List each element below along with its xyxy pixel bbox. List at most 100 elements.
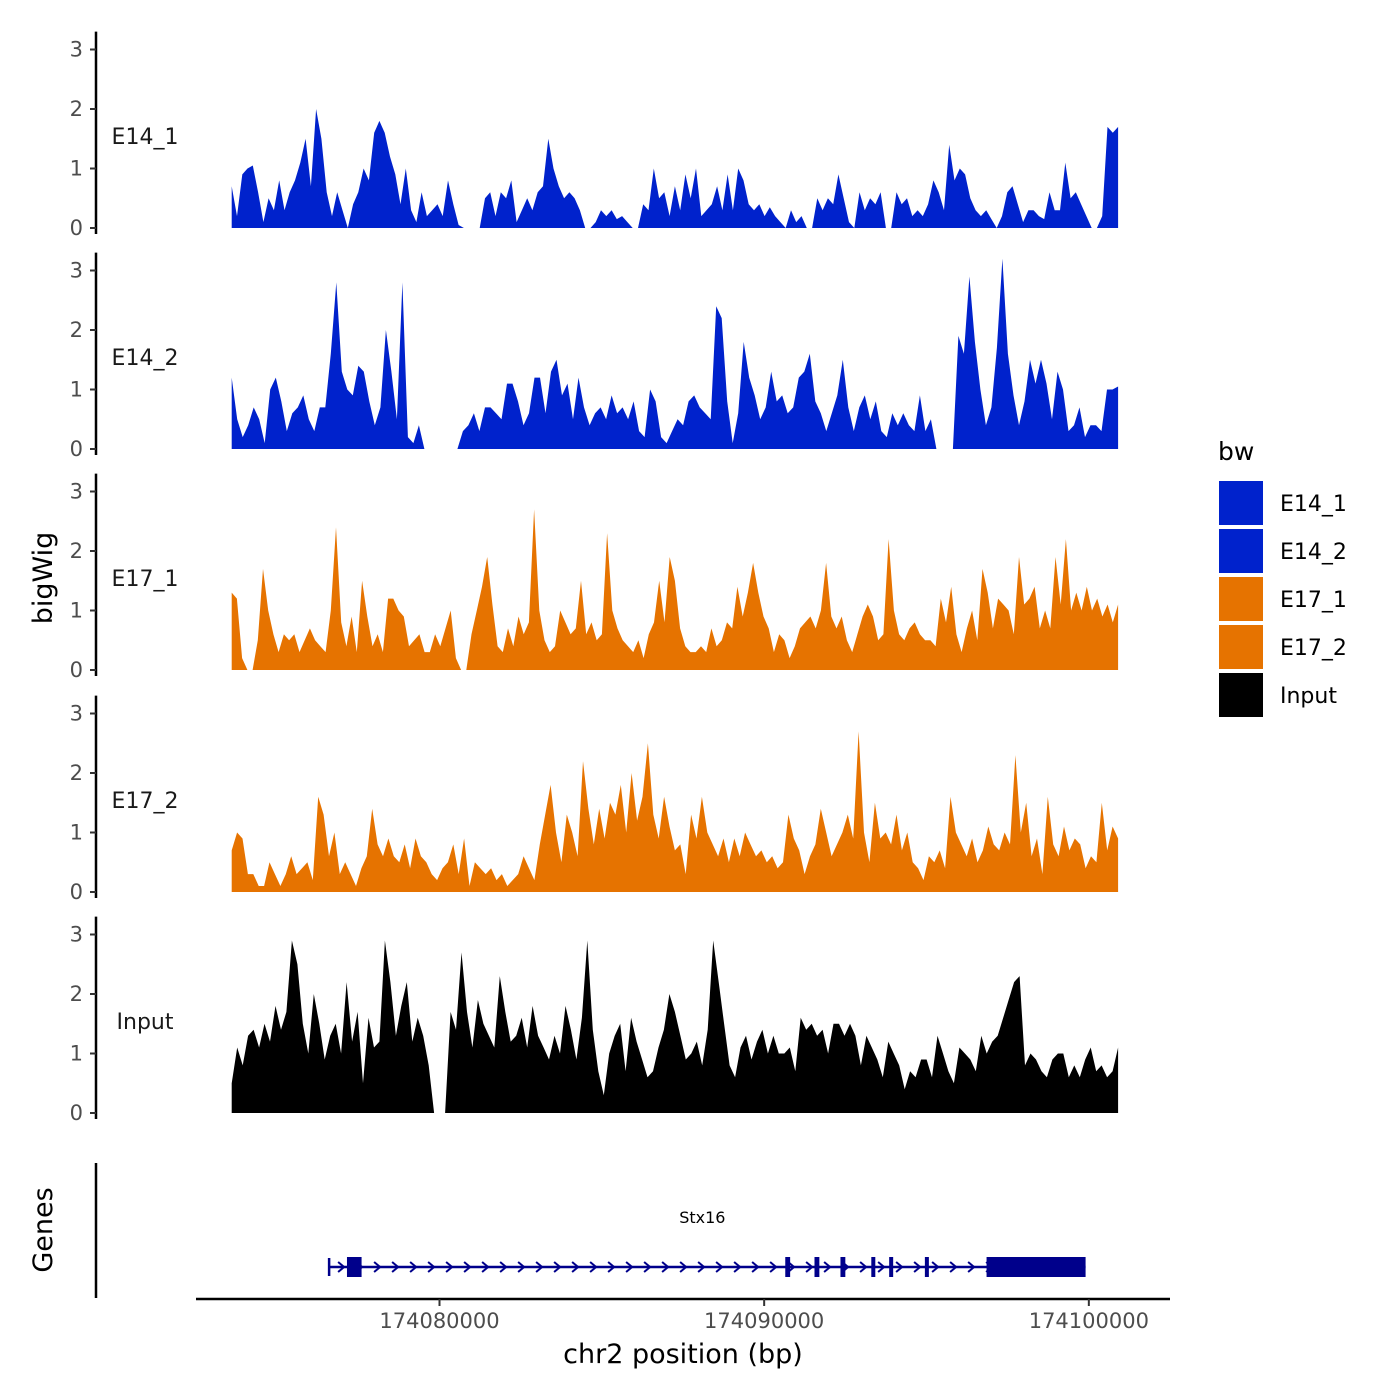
y-tick-label: 2 [70, 982, 83, 1006]
legend-item: E14_2 [1217, 527, 1347, 575]
gene-exon [889, 1257, 894, 1277]
y-tick-label: 2 [70, 97, 83, 121]
strand-arrow [625, 1261, 634, 1273]
y-tick-label: 3 [70, 480, 83, 504]
track-e14-2: 0 1 2 3 E14_2 [70, 252, 1119, 461]
legend: E14_1 E14_2 E17_1 E17_2 Input [1217, 479, 1347, 719]
strand-arrow [859, 1261, 868, 1273]
strand-arrow [823, 1261, 832, 1273]
strand-arrow [733, 1261, 742, 1273]
y-axis-title: bigWig [28, 532, 59, 625]
track-label: E14_2 [112, 346, 179, 371]
x-axis-ticks: 174080000 174090000 174100000 [379, 1299, 1149, 1333]
strand-arrow [427, 1261, 436, 1273]
strand-arrow [337, 1261, 346, 1273]
legend-label: Input [1280, 684, 1337, 709]
gene-exon [346, 1257, 362, 1277]
strand-arrow [661, 1261, 670, 1273]
track-e17-2: 0 1 2 3 E17_2 [70, 695, 1119, 904]
legend-swatch [1217, 671, 1265, 719]
y-tick-label: 0 [70, 437, 83, 461]
strand-arrow [643, 1261, 652, 1273]
y-tick-label: 1 [70, 821, 83, 845]
strand-arrow [481, 1261, 490, 1273]
legend-label: E14_2 [1280, 540, 1347, 565]
strand-arrow [805, 1261, 814, 1273]
track-label: Input [117, 1010, 174, 1035]
legend-item: E14_1 [1217, 479, 1347, 527]
x-axis-title: chr2 position (bp) [563, 1339, 803, 1370]
track-e14-1: 0 1 2 3 E14_1 [70, 31, 1119, 240]
gene-exon [924, 1257, 929, 1277]
track-label: E14_1 [112, 125, 179, 150]
legend-swatch [1217, 575, 1265, 623]
strand-arrow [517, 1261, 526, 1273]
y-tick-label: 0 [70, 1101, 83, 1125]
gene-exon [840, 1257, 846, 1277]
y-tick-label: 2 [70, 539, 83, 563]
legend-title: bw [1218, 437, 1254, 466]
signal-area [231, 109, 1119, 228]
strand-arrow [697, 1261, 706, 1273]
strand-arrow [373, 1261, 382, 1273]
strand-arrow [391, 1261, 400, 1273]
signal-area [231, 940, 1119, 1113]
y-tick-label: 3 [70, 38, 83, 62]
signal-tracks: 0 1 2 3 E14_1 0 1 2 3 E14_2 0 1 2 3 E17_1 0 1 2 3 E17_2 0 1 2 3… [70, 31, 1119, 1125]
strand-arrow [895, 1261, 904, 1273]
strand-arrow [967, 1261, 976, 1273]
strand-arrow [409, 1261, 418, 1273]
gene-exon [871, 1257, 876, 1277]
genes-axis-title: Genes [28, 1187, 59, 1272]
strand-arrow [589, 1261, 598, 1273]
strand-arrow [463, 1261, 472, 1273]
legend-item: E17_2 [1217, 623, 1347, 671]
gene-models: Stx16 [327, 1208, 1086, 1277]
strand-arrow [949, 1261, 958, 1273]
legend-label: E14_1 [1280, 492, 1347, 517]
strand-arrow [535, 1261, 544, 1273]
strand-arrow [571, 1261, 580, 1273]
legend-swatch [1217, 623, 1265, 671]
strand-arrow [751, 1261, 760, 1273]
y-tick-label: 0 [70, 216, 83, 240]
legend-label: E17_2 [1280, 636, 1347, 661]
legend-label: E17_1 [1280, 588, 1347, 613]
gene-stx16: Stx16 [327, 1208, 1086, 1277]
track-input: 0 1 2 3 Input [70, 916, 1119, 1125]
signal-area [231, 731, 1119, 892]
signal-area [231, 509, 1119, 670]
legend-item: Input [1217, 671, 1337, 719]
legend-item: E17_1 [1217, 575, 1347, 623]
y-tick-label: 3 [70, 702, 83, 726]
y-tick-label: 2 [70, 318, 83, 342]
legend-swatch [1217, 479, 1265, 527]
strand-arrow [499, 1261, 508, 1273]
x-tick-label: 174100000 [1029, 1309, 1149, 1333]
gene-label: Stx16 [679, 1208, 725, 1227]
track-label: E17_2 [112, 789, 179, 814]
x-tick-label: 174080000 [379, 1309, 499, 1333]
track-e17-1: 0 1 2 3 E17_1 [70, 473, 1119, 682]
y-tick-label: 2 [70, 761, 83, 785]
strand-arrow [679, 1261, 688, 1273]
y-tick-label: 0 [70, 880, 83, 904]
legend-swatch [1217, 527, 1265, 575]
strand-arrow [877, 1261, 886, 1273]
strand-arrow [913, 1261, 922, 1273]
strand-arrow [607, 1261, 616, 1273]
gene-exon [814, 1257, 820, 1277]
gene-exon [785, 1257, 791, 1277]
track-label: E17_1 [112, 567, 179, 592]
strand-arrow [769, 1261, 778, 1273]
y-tick-label: 0 [70, 658, 83, 682]
signal-area [231, 258, 1119, 449]
strand-arrow [553, 1261, 562, 1273]
strand-arrow [931, 1261, 940, 1273]
x-tick-label: 174090000 [704, 1309, 824, 1333]
y-tick-label: 1 [70, 599, 83, 623]
y-tick-label: 1 [70, 378, 83, 402]
strand-arrow [715, 1261, 724, 1273]
y-tick-label: 3 [70, 259, 83, 283]
